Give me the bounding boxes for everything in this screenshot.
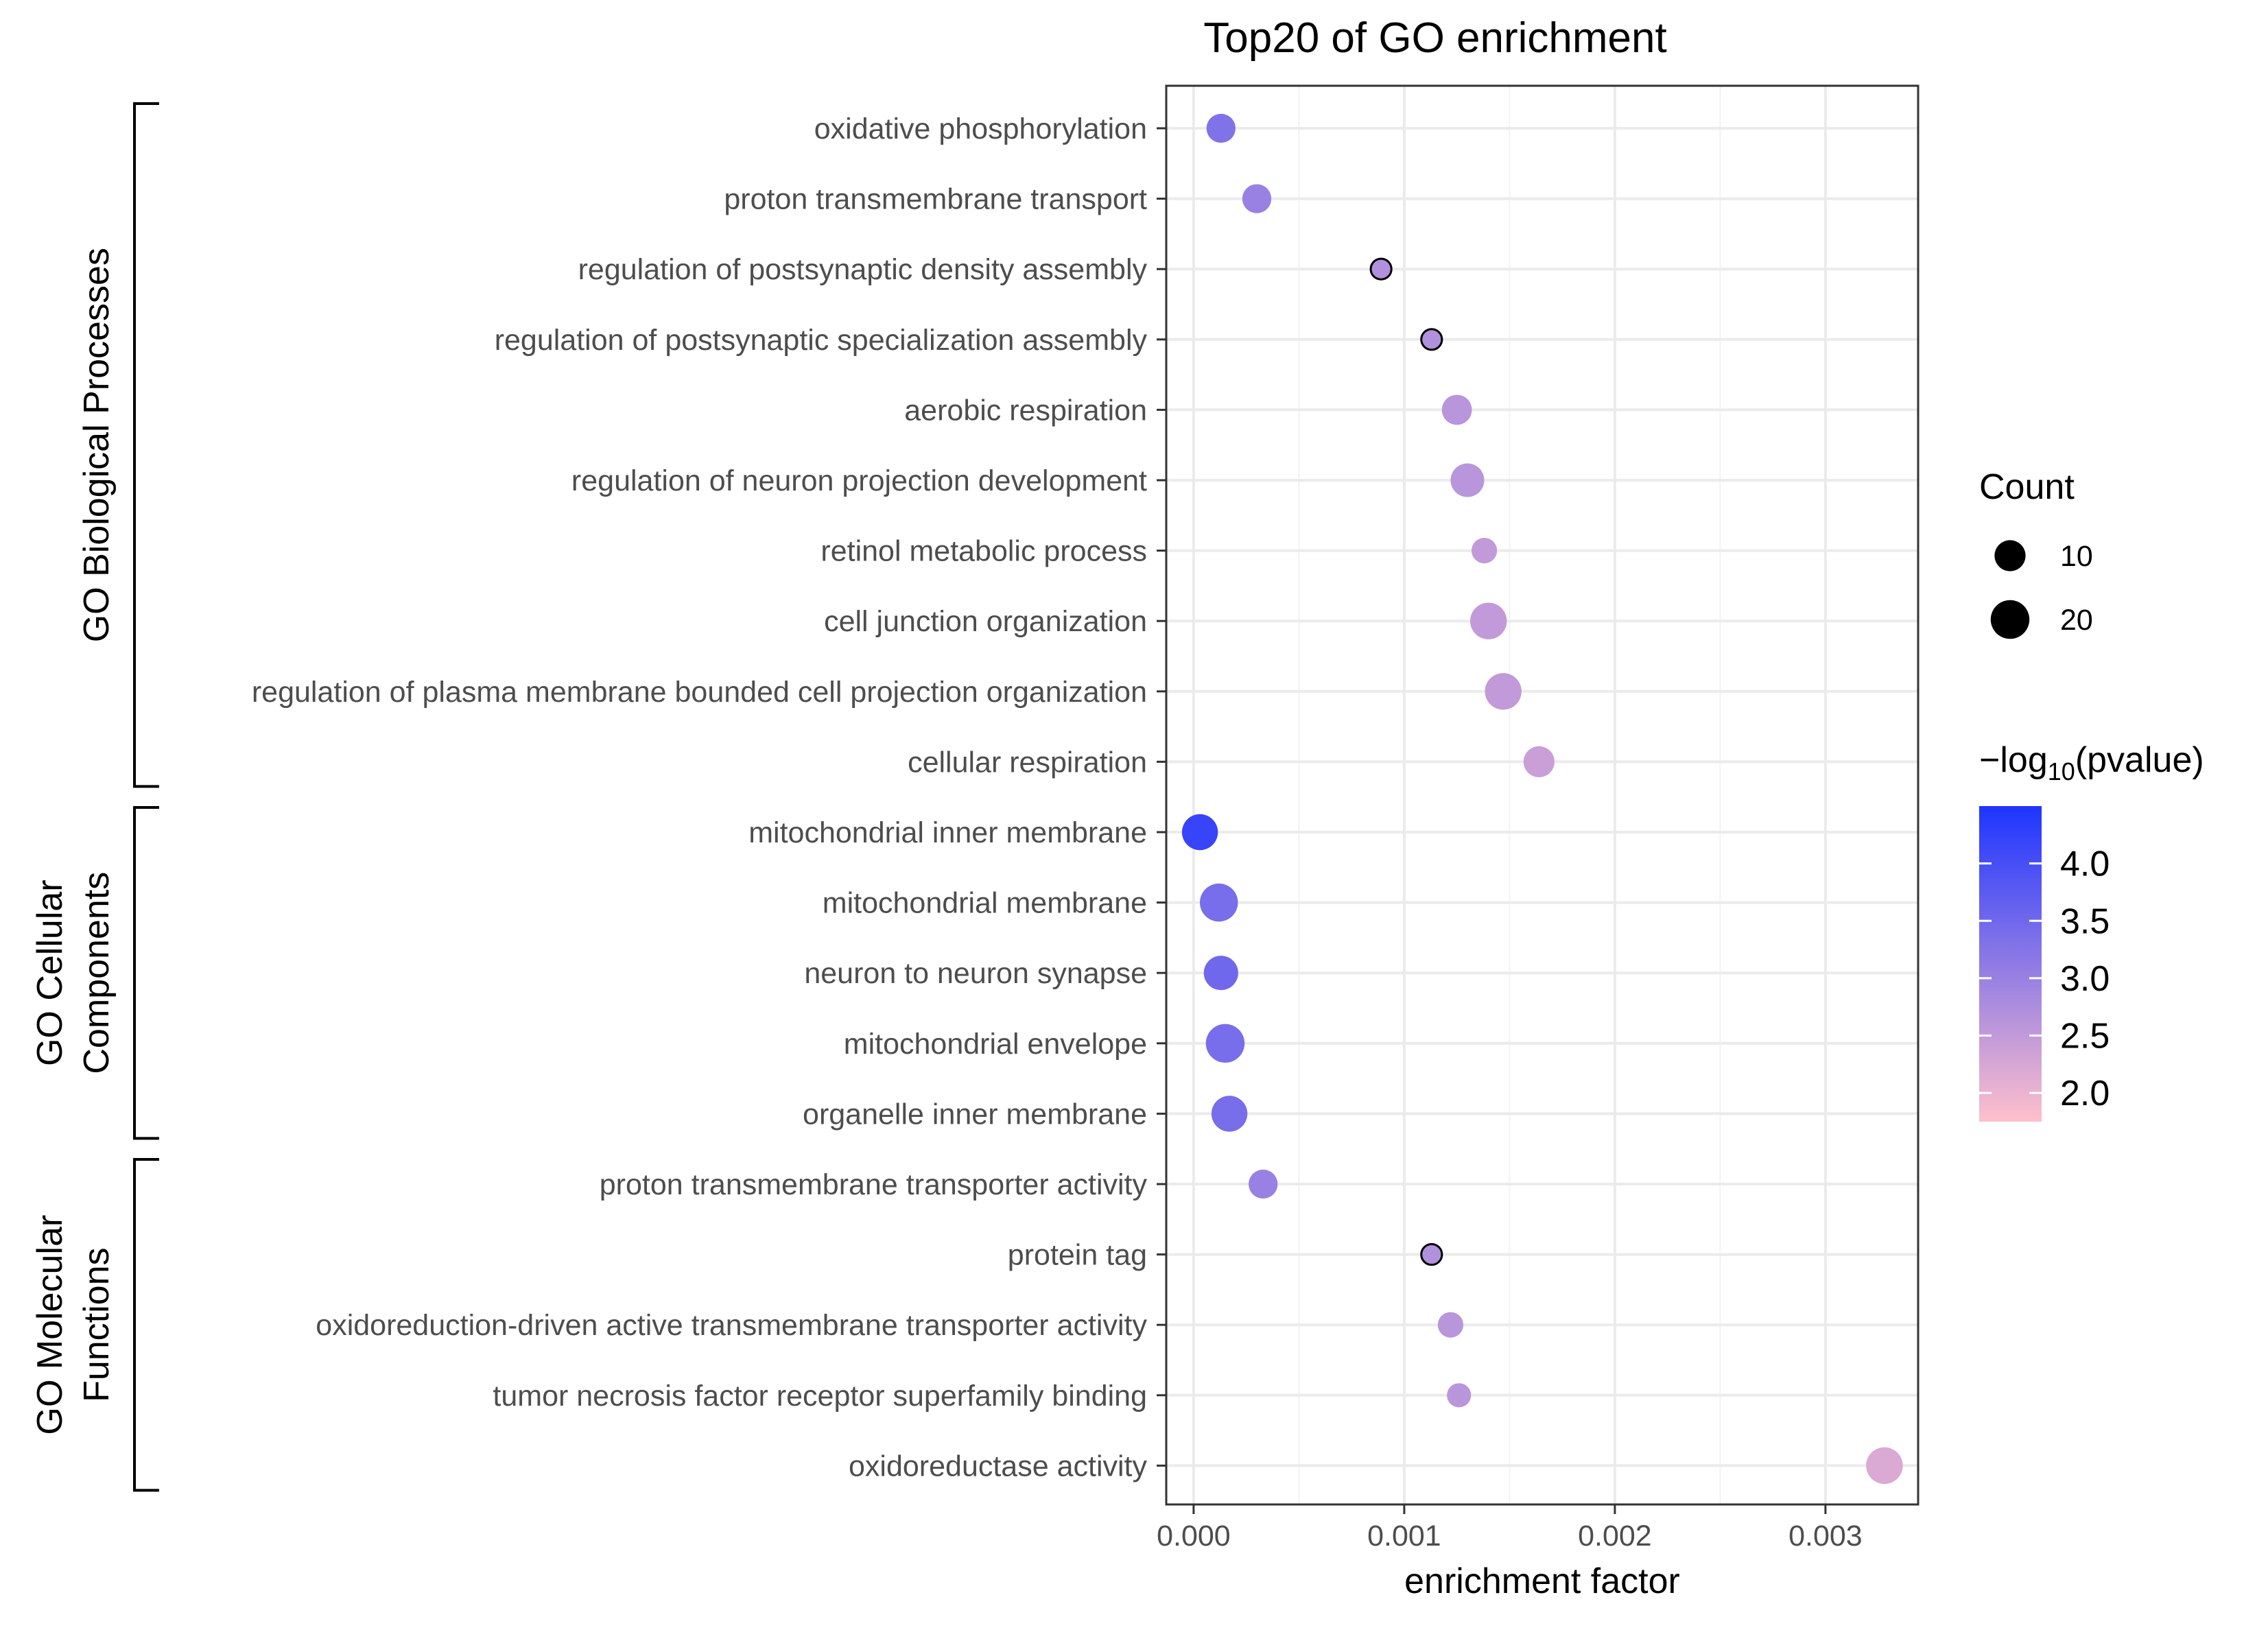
- size-legend-key: [1990, 600, 2030, 639]
- data-point: [1205, 1024, 1245, 1063]
- x-gridlines: [1192, 86, 1827, 1504]
- group-label: GO Cellular: [30, 879, 70, 1066]
- size-legend: Count 10 20: [1979, 467, 2093, 639]
- data-point: [1437, 1312, 1464, 1338]
- y-tick-label: retinol metabolic process: [820, 535, 1147, 568]
- x-axis-title: enrichment factor: [1404, 1561, 1680, 1601]
- color-legend-title-suffix: (pvalue): [2075, 740, 2204, 780]
- y-tick-label: oxidative phosphorylation: [814, 113, 1147, 145]
- data-point: [1471, 537, 1498, 564]
- y-tick-label: regulation of postsynaptic density assem…: [578, 253, 1148, 286]
- size-legend-label: 20: [2060, 604, 2093, 637]
- y-axis-labels: oxidative phosphorylation proton transmem…: [252, 113, 1166, 1483]
- y-gridlines: [1166, 127, 1918, 1467]
- color-legend-title-prefix: −log: [1979, 740, 2048, 780]
- x-tick-label: 0.002: [1578, 1520, 1652, 1552]
- y-tick-label: proton transmembrane transport: [724, 183, 1147, 216]
- data-point: [1181, 814, 1218, 851]
- data-point: [1447, 1383, 1472, 1408]
- y-tick-label: regulation of plasma membrane bounded ce…: [252, 676, 1147, 709]
- x-axis-ticks: 0.000 0.001 0.002 0.003: [1157, 1504, 1863, 1552]
- x-tick-label: 0.001: [1367, 1520, 1441, 1552]
- group-bracket: [133, 806, 159, 1140]
- group-label: GO Biological Processes: [77, 248, 117, 642]
- group-label: GO Molecular: [30, 1215, 70, 1435]
- color-legend-bar: [1979, 806, 2042, 1122]
- color-legend-label: 3.0: [2060, 959, 2110, 999]
- group-label: Functions: [77, 1247, 117, 1402]
- color-legend-label: 4.0: [2060, 844, 2110, 884]
- color-legend-label: 2.0: [2060, 1074, 2110, 1113]
- y-tick-label: mitochondrial membrane: [823, 887, 1147, 920]
- y-tick-label: mitochondrial envelope: [844, 1028, 1147, 1061]
- data-point: [1485, 673, 1522, 710]
- data-point: [1523, 746, 1555, 777]
- data-point: [1249, 1169, 1278, 1199]
- data-point: [1203, 956, 1238, 991]
- data-point: [1469, 602, 1507, 639]
- color-legend: −log10(pvalue) 4.0 3.5 3.0 2.5 2.0: [1979, 740, 2204, 1122]
- data-point: [1420, 1243, 1443, 1266]
- chart-title: Top20 of GO enrichment: [1203, 14, 1666, 62]
- y-tick-label: regulation of postsynaptic specializatio…: [495, 324, 1148, 357]
- color-legend-title: −log10(pvalue): [1979, 740, 2204, 786]
- data-point: [1420, 328, 1443, 351]
- y-tick-label: organelle inner membrane: [803, 1098, 1147, 1131]
- x-tick-label: 0.003: [1788, 1520, 1863, 1552]
- group-brackets: GO Biological Processes GO Cellular Compon…: [30, 102, 159, 1492]
- data-point: [1242, 184, 1272, 213]
- color-legend-title-sub: 10: [2048, 757, 2075, 786]
- y-tick-label: protein tag: [1008, 1239, 1147, 1272]
- data-points: [1181, 113, 1903, 1485]
- data-point: [1441, 394, 1472, 425]
- y-tick-label: tumor necrosis factor receptor superfami…: [493, 1380, 1147, 1413]
- y-tick-label: cell junction organization: [824, 605, 1147, 638]
- group-bracket: [133, 102, 159, 788]
- data-point: [1450, 463, 1485, 497]
- y-tick-label: oxidoreductase activity: [849, 1450, 1147, 1483]
- y-tick-label: aerobic respiration: [904, 394, 1147, 427]
- data-point: [1369, 257, 1393, 281]
- color-legend-label: 2.5: [2060, 1017, 2110, 1056]
- data-point: [1866, 1447, 1903, 1485]
- size-legend-label: 10: [2060, 540, 2093, 573]
- y-tick-label: neuron to neuron synapse: [804, 957, 1147, 990]
- data-point: [1211, 1096, 1248, 1132]
- data-point: [1200, 883, 1238, 922]
- group-bracket: [133, 1158, 159, 1492]
- y-tick-label: regulation of neuron projection developm…: [571, 464, 1147, 497]
- size-legend-key: [1994, 540, 2026, 571]
- data-point: [1206, 113, 1236, 143]
- plot-border: [1165, 84, 1919, 1506]
- plot-panel: [1166, 86, 1918, 1504]
- y-tick-label: cellular respiration: [908, 746, 1147, 779]
- y-tick-label: mitochondrial inner membrane: [748, 816, 1147, 849]
- y-tick-label: oxidoreduction-driven active transmembra…: [316, 1309, 1147, 1342]
- x-tick-label: 0.000: [1157, 1520, 1231, 1552]
- y-tick-label: proton transmembrane transporter activit…: [600, 1168, 1148, 1201]
- size-legend-title: Count: [1979, 467, 2075, 507]
- color-legend-label: 3.5: [2060, 901, 2110, 941]
- group-label: Components: [77, 872, 117, 1074]
